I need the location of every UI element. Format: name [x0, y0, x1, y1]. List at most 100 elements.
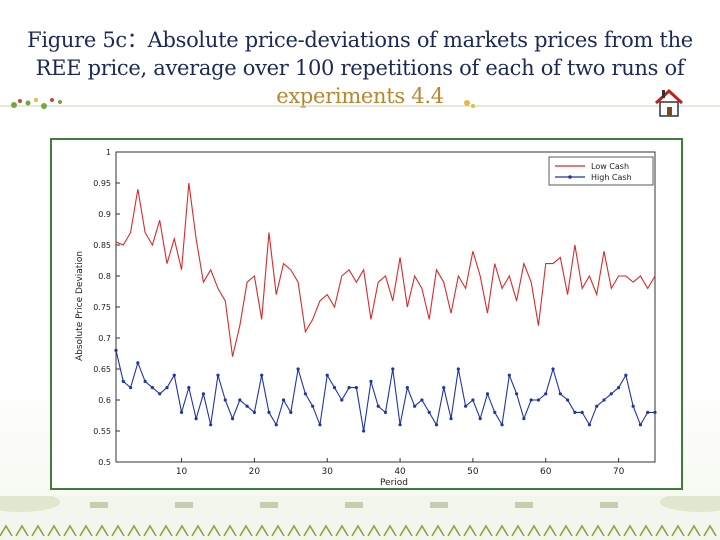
slide-title: Figure 5c：Absolute price-deviations of m… — [20, 26, 700, 110]
y-tick-label: 0.65 — [93, 365, 111, 374]
data-point — [230, 417, 235, 421]
data-point — [587, 423, 592, 427]
y-tick-label: 0.9 — [98, 210, 111, 219]
data-point — [522, 417, 526, 421]
data-point — [493, 410, 497, 414]
data-point — [536, 398, 541, 402]
data-point — [187, 386, 191, 390]
data-point — [485, 392, 490, 396]
data-point — [456, 367, 460, 371]
y-tick-label: 0.8 — [98, 272, 111, 281]
x-tick-label: 60 — [540, 467, 552, 477]
data-point — [121, 379, 125, 383]
data-point — [136, 361, 140, 365]
data-point — [383, 410, 388, 414]
data-point — [325, 373, 329, 377]
x-tick-label: 20 — [249, 467, 261, 477]
data-point — [311, 404, 315, 408]
data-point — [442, 386, 446, 390]
data-point — [340, 398, 344, 402]
data-point — [347, 386, 351, 390]
y-axis-label: Absolute Price Deviation — [75, 251, 85, 361]
y-tick-label: 0.5 — [98, 458, 111, 467]
legend-box — [548, 156, 654, 186]
data-point — [565, 398, 570, 402]
legend-label: High Cash — [591, 173, 632, 182]
data-point — [420, 398, 424, 402]
data-point — [398, 423, 402, 427]
data-point — [376, 404, 380, 408]
data-point — [653, 410, 657, 414]
slide-title-highlight: experiments 4.4 — [276, 84, 444, 108]
line-chart: 0.5 0.55 0.6 0.65 0.7 0.75 0.8 0.85 0.9 0.95 1 10 20… — [75, 148, 657, 488]
data-point — [267, 410, 271, 414]
data-point — [281, 398, 286, 402]
y-tick-label: 0.6 — [98, 396, 111, 405]
data-point — [216, 373, 220, 377]
data-point — [318, 423, 322, 427]
data-point — [194, 417, 198, 421]
data-point — [260, 373, 264, 377]
data-point — [544, 392, 548, 396]
data-point — [245, 404, 249, 408]
data-point — [529, 398, 533, 402]
data-point — [427, 410, 431, 414]
series-line-0 — [115, 182, 656, 357]
data-point — [274, 423, 278, 427]
data-point — [616, 386, 621, 390]
data-point — [405, 386, 409, 390]
x-tick-label: 70 — [613, 467, 625, 477]
data-point — [289, 410, 293, 414]
data-point — [602, 398, 606, 402]
x-tick-label: 30 — [322, 467, 334, 477]
data-point — [558, 392, 562, 396]
data-point — [464, 404, 468, 408]
data-point — [369, 379, 373, 383]
data-point — [624, 373, 628, 377]
data-point — [158, 392, 162, 396]
data-point — [296, 367, 300, 371]
data-point — [332, 386, 337, 390]
chart-frame: 0.5 0.55 0.6 0.65 0.7 0.75 0.8 0.85 0.9 0.95 1 10 20… — [50, 138, 683, 490]
data-point — [362, 429, 366, 433]
data-point — [609, 392, 613, 396]
data-point — [303, 392, 307, 396]
home-icon[interactable] — [652, 88, 686, 118]
data-point — [478, 417, 482, 421]
data-point — [631, 404, 635, 408]
grass-border-icon — [0, 496, 720, 540]
data-point — [150, 386, 155, 390]
flower-decoration-icon — [0, 98, 720, 109]
data-point — [449, 417, 453, 421]
data-point — [165, 386, 169, 390]
data-point — [573, 410, 577, 414]
data-point — [252, 410, 256, 414]
data-point — [179, 410, 184, 414]
data-point — [114, 348, 118, 352]
data-point — [413, 404, 417, 408]
y-tick-label: 0.7 — [98, 334, 111, 343]
data-point — [238, 398, 242, 402]
data-point — [201, 392, 206, 396]
x-tick-label: 10 — [176, 467, 188, 477]
data-point — [507, 373, 511, 377]
y-tick-label: 1 — [106, 148, 111, 157]
y-tick-label: 0.55 — [93, 427, 111, 436]
data-point — [143, 379, 147, 383]
y-tick-label: 0.95 — [93, 179, 111, 188]
x-tick-label: 40 — [394, 467, 406, 477]
data-point — [354, 386, 358, 390]
data-point — [128, 386, 133, 390]
data-point — [646, 410, 650, 414]
data-point — [172, 373, 176, 377]
data-point — [551, 367, 555, 371]
y-tick-label: 0.75 — [93, 303, 111, 312]
data-point — [595, 404, 599, 408]
x-tick-label: 50 — [467, 467, 479, 477]
y-tick-label: 0.85 — [93, 241, 111, 250]
data-point — [500, 423, 504, 427]
data-point — [638, 423, 643, 427]
data-point — [471, 398, 475, 402]
data-point — [434, 423, 439, 427]
slide-title-text: Figure 5c：Absolute price-deviations of m… — [27, 28, 693, 80]
